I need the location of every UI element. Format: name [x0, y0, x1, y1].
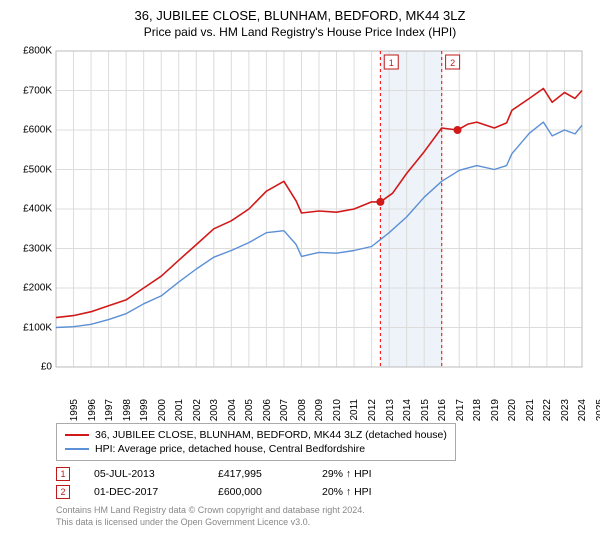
x-axis-label: 2019 — [490, 399, 501, 421]
x-axis-label: 2023 — [560, 399, 571, 421]
x-axis-label: 2012 — [367, 399, 378, 421]
svg-text:1: 1 — [389, 58, 394, 68]
y-axis-label: £800K — [12, 46, 52, 57]
sale-row: 1 05-JUL-2013 £417,995 29% ↑ HPI — [56, 467, 588, 481]
x-axis-label: 2008 — [297, 399, 308, 421]
x-axis-label: 1996 — [86, 399, 97, 421]
x-axis-label: 2009 — [314, 399, 325, 421]
x-axis-label: 2004 — [227, 399, 238, 421]
y-axis-label: £600K — [12, 125, 52, 136]
footer-line1: Contains HM Land Registry data © Crown c… — [56, 505, 588, 517]
sale-price: £417,995 — [218, 468, 298, 480]
x-axis-label: 2011 — [349, 399, 360, 421]
x-axis-label: 2006 — [262, 399, 273, 421]
x-axis-label: 2001 — [174, 399, 185, 421]
x-axis-label: 2015 — [419, 399, 430, 421]
x-axis-label: 2013 — [384, 399, 395, 421]
x-axis-label: 1995 — [69, 399, 80, 421]
sale-date: 05-JUL-2013 — [94, 468, 194, 480]
y-axis-label: £400K — [12, 204, 52, 215]
x-axis-label: 2020 — [507, 399, 518, 421]
x-axis-label: 2016 — [437, 399, 448, 421]
x-axis-label: 2005 — [244, 399, 255, 421]
x-axis-label: 1997 — [104, 399, 115, 421]
legend-label: HPI: Average price, detached house, Cent… — [95, 443, 365, 455]
x-axis-label: 2007 — [279, 399, 290, 421]
x-axis-label: 1998 — [121, 399, 132, 421]
sales-table: 1 05-JUL-2013 £417,995 29% ↑ HPI 2 01-DEC-201… — [56, 467, 588, 499]
y-axis-label: £500K — [12, 164, 52, 175]
x-axis-label: 2025 — [595, 399, 600, 421]
footer-line2: This data is licensed under the Open Gov… — [56, 517, 588, 529]
sale-date: 01-DEC-2017 — [94, 486, 194, 498]
y-axis-label: £0 — [12, 362, 52, 373]
sale-marker: 1 — [56, 467, 70, 481]
x-axis-label: 2024 — [577, 399, 588, 421]
legend-swatch — [65, 434, 89, 436]
legend-swatch — [65, 448, 89, 450]
x-axis-label: 2010 — [332, 399, 343, 421]
footer-attribution: Contains HM Land Registry data © Crown c… — [56, 505, 588, 528]
chart-area: 12 £0£100K£200K£300K£400K£500K£600K£700K… — [12, 47, 588, 417]
x-axis-label: 1999 — [139, 399, 150, 421]
legend-item: 36, JUBILEE CLOSE, BLUNHAM, BEDFORD, MK4… — [65, 428, 447, 442]
x-axis-label: 2000 — [156, 399, 167, 421]
sale-price: £600,000 — [218, 486, 298, 498]
y-axis-label: £200K — [12, 283, 52, 294]
chart-title: 36, JUBILEE CLOSE, BLUNHAM, BEDFORD, MK4… — [12, 8, 588, 23]
legend-label: 36, JUBILEE CLOSE, BLUNHAM, BEDFORD, MK4… — [95, 429, 447, 441]
y-axis-label: £300K — [12, 243, 52, 254]
x-axis-label: 2002 — [191, 399, 202, 421]
y-axis-label: £700K — [12, 85, 52, 96]
chart-subtitle: Price paid vs. HM Land Registry's House … — [12, 25, 588, 39]
sale-marker: 2 — [56, 485, 70, 499]
x-axis-label: 2022 — [542, 399, 553, 421]
sale-pct: 29% ↑ HPI — [322, 468, 422, 480]
sale-row: 2 01-DEC-2017 £600,000 20% ↑ HPI — [56, 485, 588, 499]
y-axis-label: £100K — [12, 322, 52, 333]
chart-svg: 12 — [12, 47, 588, 417]
x-axis-label: 2021 — [525, 399, 536, 421]
legend-item: HPI: Average price, detached house, Cent… — [65, 442, 447, 456]
sale-pct: 20% ↑ HPI — [322, 486, 422, 498]
x-axis-label: 2014 — [402, 399, 413, 421]
svg-text:2: 2 — [450, 58, 455, 68]
x-axis-label: 2003 — [209, 399, 220, 421]
legend: 36, JUBILEE CLOSE, BLUNHAM, BEDFORD, MK4… — [56, 423, 456, 461]
x-axis-label: 2017 — [454, 399, 465, 421]
chart-container: 36, JUBILEE CLOSE, BLUNHAM, BEDFORD, MK4… — [0, 0, 600, 560]
x-axis-label: 2018 — [472, 399, 483, 421]
